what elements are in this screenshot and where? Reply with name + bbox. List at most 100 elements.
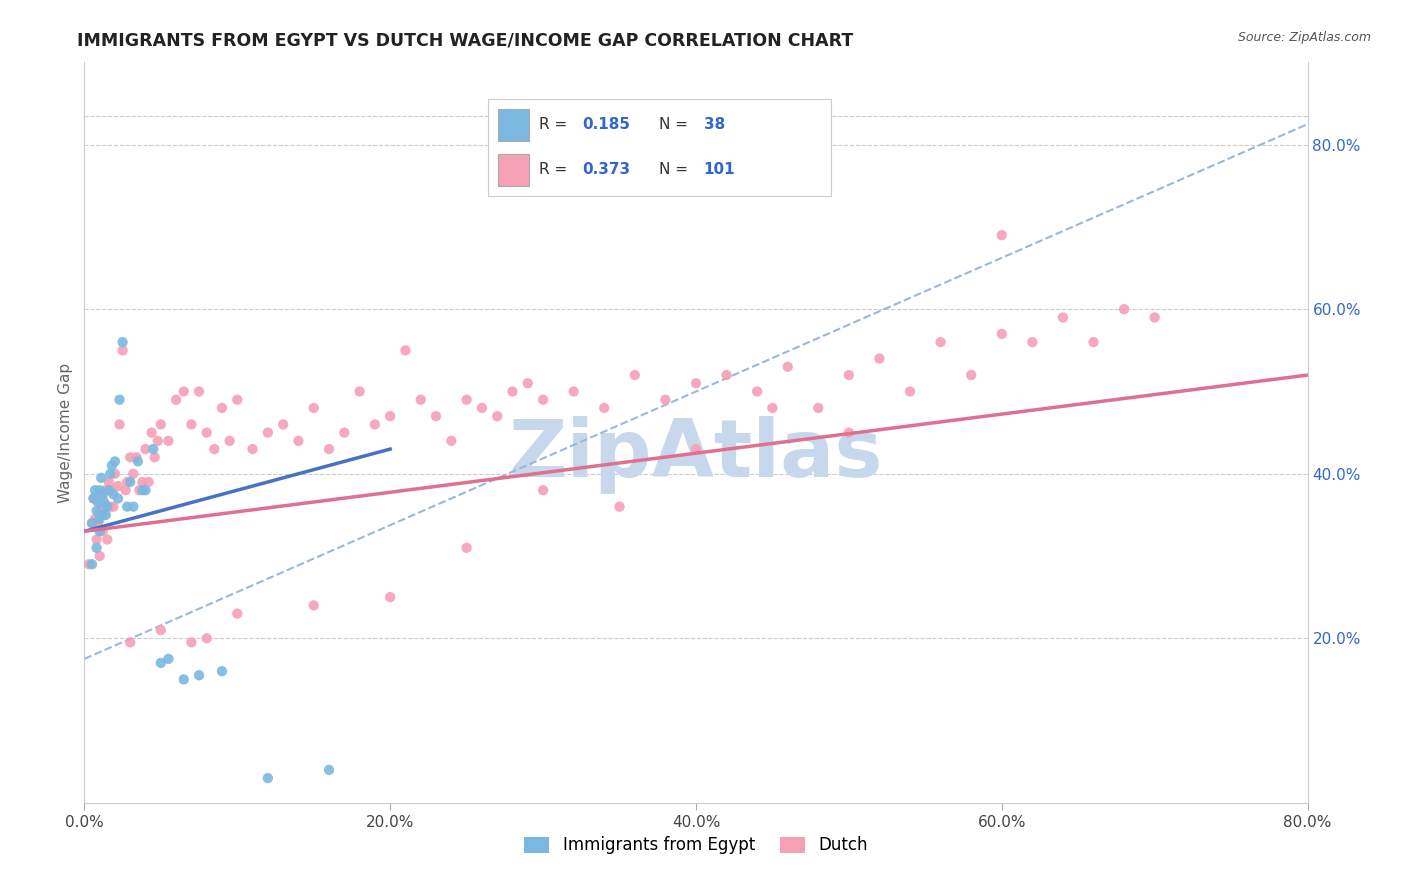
Point bbox=[125, 450, 148, 465]
Point bbox=[211, 664, 233, 678]
Point bbox=[97, 475, 120, 489]
Point bbox=[960, 368, 983, 382]
Point bbox=[531, 392, 554, 407]
Point bbox=[96, 500, 118, 514]
Point bbox=[93, 500, 115, 514]
Point bbox=[111, 343, 134, 358]
Point bbox=[188, 384, 211, 399]
Point bbox=[593, 401, 616, 415]
Point bbox=[84, 483, 107, 498]
Point bbox=[1143, 310, 1166, 325]
Point bbox=[91, 508, 114, 522]
Point bbox=[562, 384, 585, 399]
Point bbox=[138, 475, 160, 489]
Point bbox=[685, 442, 707, 456]
Point bbox=[91, 487, 114, 501]
Point bbox=[90, 500, 112, 514]
Point bbox=[80, 516, 103, 530]
Point bbox=[257, 425, 280, 440]
Point bbox=[91, 491, 114, 506]
Point bbox=[114, 483, 136, 498]
Point bbox=[128, 483, 150, 498]
Point bbox=[149, 623, 172, 637]
Point bbox=[807, 401, 830, 415]
Point bbox=[122, 467, 145, 481]
Point bbox=[120, 450, 142, 465]
Point bbox=[287, 434, 309, 448]
Point bbox=[131, 483, 153, 498]
Point bbox=[87, 516, 110, 530]
Point bbox=[211, 401, 233, 415]
Point bbox=[149, 417, 172, 432]
Legend: Immigrants from Egypt, Dutch: Immigrants from Egypt, Dutch bbox=[517, 830, 875, 861]
Point bbox=[226, 392, 249, 407]
Point bbox=[120, 635, 142, 649]
Point bbox=[302, 401, 325, 415]
Point bbox=[333, 425, 356, 440]
Point bbox=[83, 491, 105, 506]
Point bbox=[98, 467, 121, 481]
Point bbox=[103, 487, 125, 501]
Point bbox=[685, 376, 707, 391]
Point bbox=[141, 425, 163, 440]
Point bbox=[142, 442, 165, 456]
Point bbox=[107, 479, 129, 493]
Point bbox=[98, 500, 121, 514]
Point bbox=[89, 483, 111, 498]
Point bbox=[486, 409, 509, 424]
Point bbox=[180, 635, 202, 649]
Point bbox=[654, 392, 676, 407]
Point bbox=[115, 475, 138, 489]
Point bbox=[1052, 310, 1074, 325]
Point bbox=[869, 351, 891, 366]
Point bbox=[991, 326, 1014, 341]
Point bbox=[120, 475, 142, 489]
Point bbox=[94, 483, 117, 498]
Point bbox=[77, 558, 100, 572]
Point bbox=[380, 409, 402, 424]
Point bbox=[165, 392, 187, 407]
Point bbox=[107, 491, 129, 506]
Point bbox=[127, 454, 149, 468]
Point bbox=[624, 368, 647, 382]
Point bbox=[991, 228, 1014, 243]
Point bbox=[202, 442, 225, 456]
Point bbox=[173, 673, 195, 687]
Point bbox=[1083, 335, 1105, 350]
Point bbox=[86, 533, 108, 547]
Point bbox=[929, 335, 952, 350]
Point bbox=[89, 508, 111, 522]
Point bbox=[1021, 335, 1043, 350]
Point bbox=[91, 524, 114, 539]
Point bbox=[146, 434, 169, 448]
Point bbox=[776, 359, 799, 374]
Point bbox=[456, 541, 478, 555]
Point bbox=[90, 471, 112, 485]
Point bbox=[115, 500, 138, 514]
Point bbox=[157, 652, 180, 666]
Point bbox=[143, 450, 166, 465]
Point bbox=[131, 475, 153, 489]
Point bbox=[135, 442, 157, 456]
Point bbox=[380, 590, 402, 604]
Point bbox=[101, 483, 124, 498]
Point bbox=[226, 607, 249, 621]
Point bbox=[318, 763, 340, 777]
Point bbox=[609, 500, 631, 514]
Point bbox=[96, 500, 118, 514]
Point bbox=[440, 434, 463, 448]
Point bbox=[157, 434, 180, 448]
Point bbox=[242, 442, 264, 456]
Point bbox=[364, 417, 387, 432]
Point bbox=[471, 401, 494, 415]
Point bbox=[318, 442, 340, 456]
Point bbox=[349, 384, 371, 399]
Point bbox=[86, 491, 108, 506]
Point bbox=[87, 495, 110, 509]
Point bbox=[761, 401, 783, 415]
Point bbox=[716, 368, 738, 382]
Point bbox=[747, 384, 769, 399]
Point bbox=[96, 533, 118, 547]
Point bbox=[89, 512, 111, 526]
Point bbox=[409, 392, 432, 407]
